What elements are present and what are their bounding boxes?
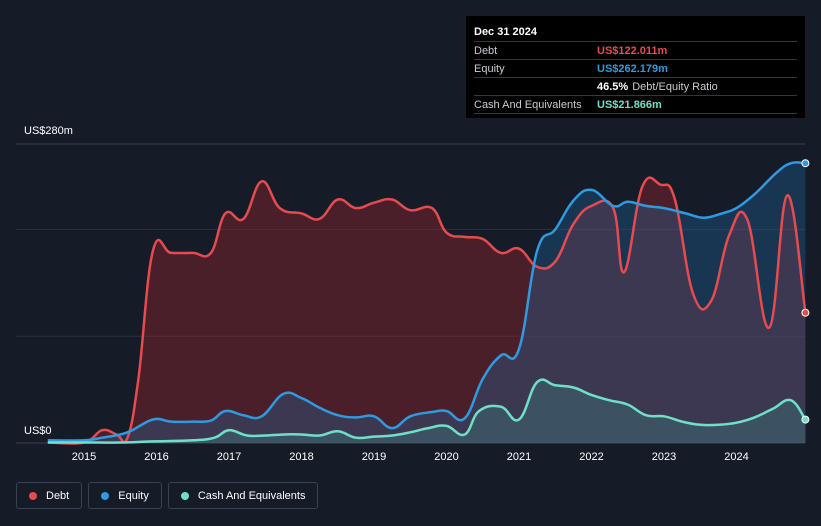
x-tick-label: 2019 (361, 451, 387, 463)
legend-cash-label: Cash And Equivalents (197, 489, 306, 502)
equity-line (47, 161, 806, 442)
x-tick-label: 2022 (579, 451, 604, 463)
legend-item-equity[interactable]: Equity (88, 482, 162, 509)
legend-item-debt[interactable]: Debt (16, 482, 83, 509)
tooltip-label-equity: Equity (474, 63, 505, 75)
tooltip-value-cash: US$21.866m (597, 99, 662, 111)
x-tick-label: 2016 (144, 451, 169, 463)
legend-equity-label: Equity (118, 489, 149, 502)
x-tick-label: 2018 (289, 451, 314, 463)
debt-line (47, 176, 807, 445)
series-areas (47, 162, 806, 444)
debt-area (47, 177, 806, 444)
y-axis-bottom-label: US$0 (24, 425, 52, 437)
legend: Debt Equity Cash And Equivalents (16, 482, 319, 509)
legend-debt-swatch (29, 491, 37, 500)
tooltip-value-debt: US$122.011m (597, 45, 668, 57)
tooltip-row-ratio: 46.5% Debt/Equity Ratio (474, 77, 797, 95)
x-tick-label: 2021 (506, 451, 532, 463)
x-tick-label: 2023 (651, 451, 677, 463)
tooltip-label-cash: Cash And Equivalents (474, 99, 582, 111)
tooltip-date: Dec 31 2024 (474, 26, 537, 38)
series-end-markers (801, 159, 810, 424)
legend-debt-label: Debt (46, 489, 70, 502)
cash-and-equivalents-line (47, 378, 807, 444)
tooltip-row-debt: Debt US$122.011m (474, 41, 797, 59)
legend-cash-swatch (180, 491, 189, 500)
tooltip-value-ratio: 46.5% (597, 81, 629, 93)
tooltip-row-equity: Equity US$262.179m (474, 59, 797, 77)
cash-and-equivalents-area (47, 379, 806, 443)
y-axis-top-label: US$280m (24, 125, 73, 137)
tooltip-label-debt: Debt (474, 45, 498, 57)
x-tick-label: 2015 (71, 451, 97, 463)
grid-lines (16, 143, 805, 444)
equity-end-marker (801, 159, 810, 168)
tooltip-ratio-caption: Debt/Equity Ratio (632, 81, 718, 93)
cash-and-equivalents-end-marker (801, 415, 810, 424)
tooltip-value-equity: US$262.179m (597, 63, 668, 75)
equity-area (47, 162, 806, 443)
x-tick-label: 2020 (434, 451, 459, 463)
data-tooltip: Dec 31 2024 Debt US$122.011m Equity US$2… (466, 16, 805, 118)
tooltip-row-cash: Cash And Equivalents US$21.866m (474, 95, 797, 114)
debt-end-marker (801, 308, 810, 317)
x-tick-label: 2024 (724, 451, 749, 463)
legend-item-cash[interactable]: Cash And Equivalents (167, 482, 319, 509)
x-tick-label: 2017 (216, 451, 242, 463)
legend-equity-swatch (101, 491, 110, 500)
series-lines (47, 161, 807, 445)
